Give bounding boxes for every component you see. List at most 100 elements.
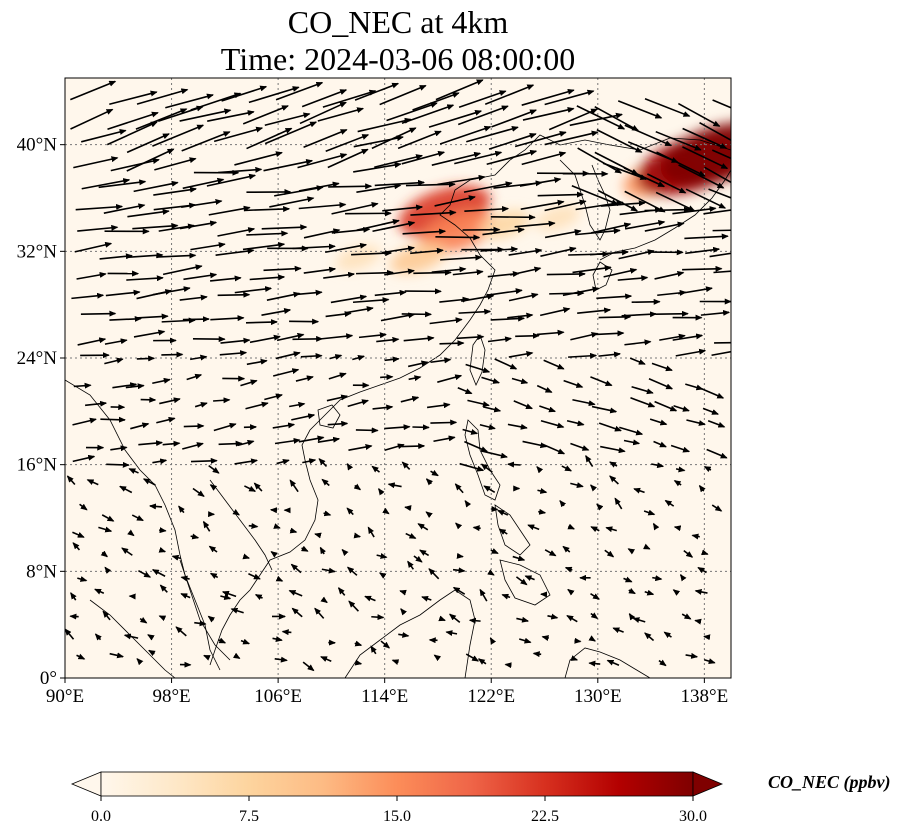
wind-arrow bbox=[417, 523, 429, 531]
wind-arrow bbox=[151, 569, 166, 577]
wind-arrow bbox=[72, 542, 81, 551]
wind-arrow bbox=[208, 545, 218, 553]
wind-arrow bbox=[219, 350, 248, 357]
wind-arrow bbox=[480, 246, 519, 253]
wind-arrow bbox=[434, 195, 476, 207]
wind-arrow bbox=[609, 475, 619, 485]
wind-arrow bbox=[630, 397, 656, 408]
wind-arrow bbox=[148, 503, 163, 510]
wind-arrow bbox=[158, 615, 167, 622]
wind-arrow bbox=[348, 444, 373, 451]
wind-arrow bbox=[281, 629, 292, 636]
wind-arrow bbox=[544, 549, 557, 557]
y-tick-label: 32°N bbox=[17, 241, 58, 262]
wind-arrow bbox=[652, 575, 663, 582]
coastline-korea bbox=[559, 159, 611, 241]
wind-arrow bbox=[461, 293, 495, 302]
wind-arrow bbox=[623, 439, 641, 446]
wind-arrow bbox=[242, 553, 251, 560]
wind-arrow bbox=[544, 229, 582, 239]
wind-arrow bbox=[532, 651, 542, 658]
wind-arrow bbox=[458, 90, 507, 109]
colorbar-tick-label: 22.5 bbox=[531, 808, 559, 825]
wind-arrow bbox=[275, 81, 324, 101]
wind-arrow bbox=[704, 166, 731, 184]
wind-arrow bbox=[452, 567, 466, 574]
colorbar-extend-max bbox=[692, 771, 724, 797]
wind-arrow bbox=[559, 499, 567, 508]
wind-arrow bbox=[139, 616, 148, 624]
wind-arrow bbox=[162, 440, 181, 447]
wind-arrow bbox=[183, 272, 218, 281]
wind-arrow bbox=[520, 199, 565, 210]
wind-arrow bbox=[98, 179, 147, 189]
wind-arrow bbox=[371, 614, 385, 621]
wind-arrow bbox=[621, 311, 658, 318]
wind-arrow bbox=[299, 101, 347, 125]
colorbar-ticks: 0.0 7.5 15.0 22.5 30.0 bbox=[91, 796, 707, 825]
wind-arrow bbox=[524, 575, 535, 582]
wind-arrow bbox=[649, 418, 668, 426]
wind-arrow bbox=[178, 505, 185, 514]
wind-arrow bbox=[159, 584, 168, 593]
wind-arrow bbox=[694, 588, 708, 595]
y-tick-label: 0° bbox=[40, 668, 57, 689]
wind-arrow bbox=[504, 662, 512, 669]
wind-arrow bbox=[594, 105, 640, 132]
wind-arrow bbox=[105, 289, 141, 297]
wind-arrow bbox=[403, 335, 435, 342]
wind-arrow bbox=[489, 637, 497, 645]
wind-arrow bbox=[81, 129, 127, 143]
wind-arrow bbox=[171, 554, 181, 561]
wind-arrow bbox=[539, 307, 571, 317]
wind-arrow bbox=[455, 522, 463, 530]
wind-arrow bbox=[101, 514, 115, 522]
wind-arrow bbox=[644, 632, 655, 642]
wind-arrow bbox=[437, 374, 463, 383]
wind-arrow bbox=[602, 162, 648, 180]
coastline-luzon bbox=[464, 419, 501, 501]
wind-arrow bbox=[99, 253, 133, 260]
wind-arrow bbox=[467, 399, 490, 407]
wind-arrow bbox=[70, 592, 77, 601]
wind-arrow bbox=[77, 224, 119, 232]
wind-arrow bbox=[712, 149, 731, 160]
wind-arrow bbox=[522, 106, 575, 121]
wind-arrow bbox=[331, 202, 379, 215]
wind-arrow bbox=[384, 424, 411, 431]
wind-arrow bbox=[301, 89, 348, 108]
wind-arrow bbox=[162, 264, 203, 276]
wind-arrow bbox=[433, 435, 456, 443]
wind-arrow bbox=[289, 479, 299, 493]
wind-arrow bbox=[438, 615, 446, 622]
wind-arrow bbox=[655, 310, 689, 317]
wind-arrow bbox=[465, 653, 480, 662]
wind-arrow bbox=[126, 252, 164, 259]
x-tick-label: 114°E bbox=[361, 686, 408, 707]
wind-arrow bbox=[249, 334, 281, 344]
wind-arrow bbox=[130, 422, 150, 430]
wind-arrow bbox=[269, 196, 315, 208]
wind-arrow bbox=[694, 618, 702, 625]
wind-arrow bbox=[180, 575, 190, 582]
wind-arrow bbox=[596, 503, 604, 511]
wind-arrow bbox=[321, 567, 336, 574]
wind-arrow bbox=[410, 209, 457, 216]
wind-arrow bbox=[543, 359, 565, 370]
wind-arrow bbox=[364, 595, 376, 602]
wind-arrow bbox=[159, 527, 167, 534]
wind-arrow bbox=[325, 134, 370, 153]
wind-arrow bbox=[245, 319, 278, 326]
wind-arrow bbox=[598, 313, 632, 320]
gridlines bbox=[65, 78, 731, 678]
wind-arrow bbox=[303, 228, 341, 239]
wind-arrow bbox=[194, 402, 208, 408]
wind-arrow bbox=[152, 377, 171, 385]
wind-arrow bbox=[322, 89, 377, 108]
wind-arrow bbox=[511, 377, 529, 385]
wind-arrow bbox=[356, 218, 400, 231]
wind-arrow bbox=[604, 549, 615, 558]
wind-arrow bbox=[512, 555, 526, 562]
wind-arrow bbox=[181, 198, 223, 209]
wind-arrow bbox=[654, 270, 685, 280]
